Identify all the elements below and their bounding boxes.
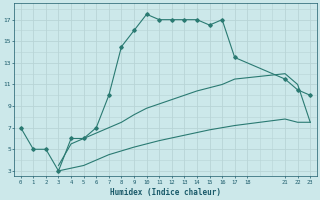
- X-axis label: Humidex (Indice chaleur): Humidex (Indice chaleur): [110, 188, 221, 197]
